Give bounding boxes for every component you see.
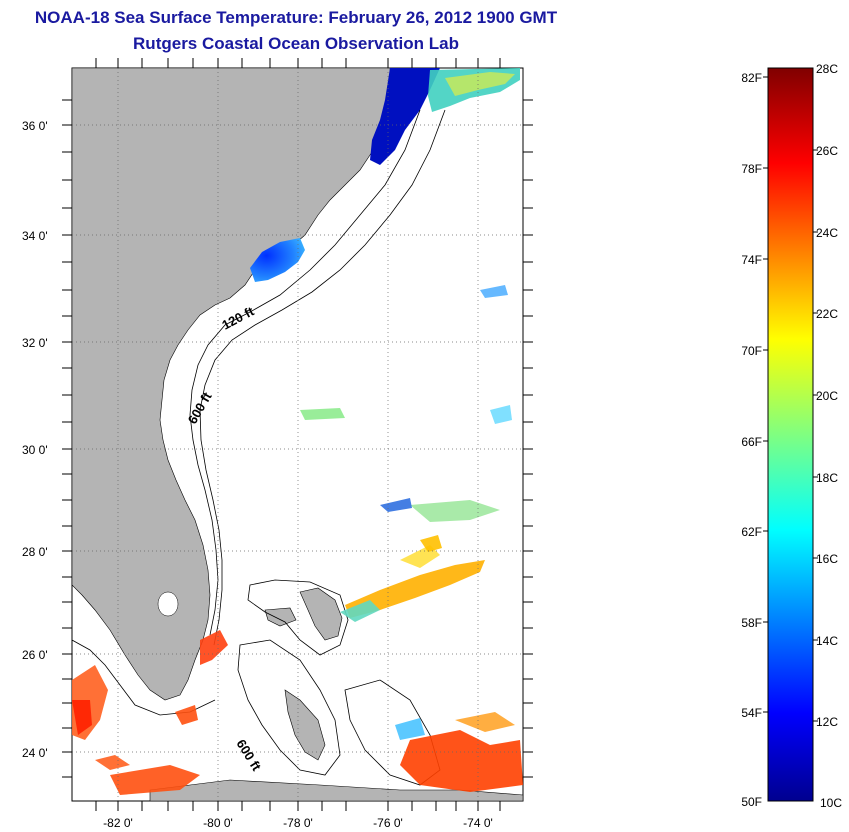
bahamas-island-3 — [264, 607, 297, 627]
colorbar-f-label: 54F — [741, 706, 762, 720]
land-mass — [72, 68, 396, 701]
colorbar-c-label: 14C — [816, 634, 838, 648]
colorbar-c-label: 18C — [816, 471, 838, 485]
title-line-1: NOAA-18 Sea Surface Temperature: Februar… — [34, 8, 558, 27]
colorbar-f-label: 82F — [741, 71, 762, 85]
lat-tick-label: 26 0' — [22, 648, 48, 662]
title-line-2: Rutgers Coastal Ocean Observation Lab — [133, 34, 459, 53]
colorbar-f-label: 62F — [741, 525, 762, 539]
lon-tick-label: -80 0' — [203, 816, 233, 830]
colorbar: 82F 78F 74F 70F 66F 62F 58F 54F 50F 28C … — [741, 62, 842, 810]
colorbar-f-label: 58F — [741, 616, 762, 630]
lat-tick-label: 32 0' — [22, 336, 48, 350]
lat-tick-label: 24 0' — [22, 746, 48, 760]
colorbar-c-label: 24C — [816, 226, 838, 240]
contour-120ft — [189, 109, 421, 636]
colorbar-f-label: 50F — [741, 795, 762, 809]
bahamas-island-1 — [299, 587, 343, 641]
colorbar-c-label: 26C — [816, 144, 838, 158]
colorbar-f-label: 74F — [741, 253, 762, 267]
colorbar-c-label: 12C — [816, 715, 838, 729]
colorbar-f-label: 70F — [741, 344, 762, 358]
colorbar-c-label: 28C — [816, 62, 838, 76]
frame-ticks — [62, 58, 533, 811]
colorbar-gradient — [767, 67, 814, 802]
lat-tick-label: 30 0' — [22, 443, 48, 457]
colorbar-c-label: 22C — [816, 307, 838, 321]
lat-tick-label: 28 0' — [22, 545, 48, 559]
map-panel: 120 ft 600 ft 600 ft — [22, 58, 533, 830]
colorbar-c-label: 10C — [820, 796, 842, 810]
colorbar-f-label: 78F — [741, 162, 762, 176]
lon-tick-label: -76 0' — [373, 816, 403, 830]
colorbar-f-label: 66F — [741, 435, 762, 449]
warm-patch-north — [445, 72, 515, 96]
lat-tick-label: 36 0' — [22, 119, 48, 133]
cold-water-coast — [250, 238, 305, 282]
contour-600ft — [199, 109, 446, 646]
lon-tick-label: -82 0' — [103, 816, 133, 830]
sst-patches — [72, 285, 523, 795]
lon-tick-label: -78 0' — [283, 816, 313, 830]
contour-bahamas-1 — [247, 579, 349, 656]
lon-tick-label: -74 0' — [463, 816, 493, 830]
bahamas-island-2 — [284, 689, 326, 761]
colorbar-c-label: 16C — [816, 552, 838, 566]
lake-okeechobee — [157, 591, 179, 617]
lat-tick-label: 34 0' — [22, 229, 48, 243]
colorbar-c-label: 20C — [816, 389, 838, 403]
cold-water-sound — [370, 68, 440, 165]
contour-bahamas-2 — [237, 639, 341, 776]
